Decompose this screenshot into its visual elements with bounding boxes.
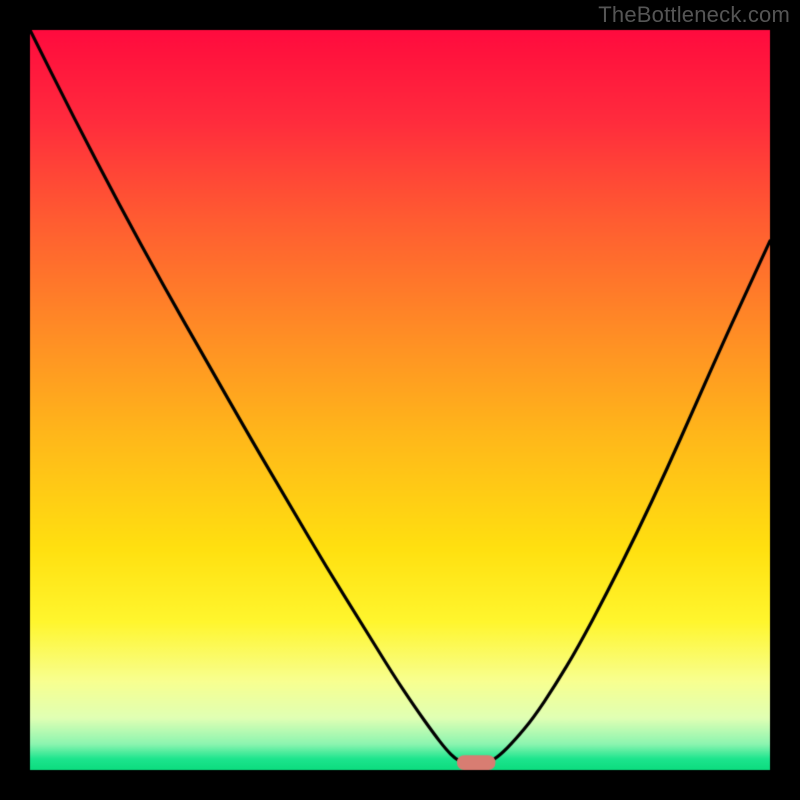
watermark-text: TheBottleneck.com: [598, 2, 790, 28]
chart-container: TheBottleneck.com: [0, 0, 800, 800]
bottleneck-chart: [0, 0, 800, 800]
